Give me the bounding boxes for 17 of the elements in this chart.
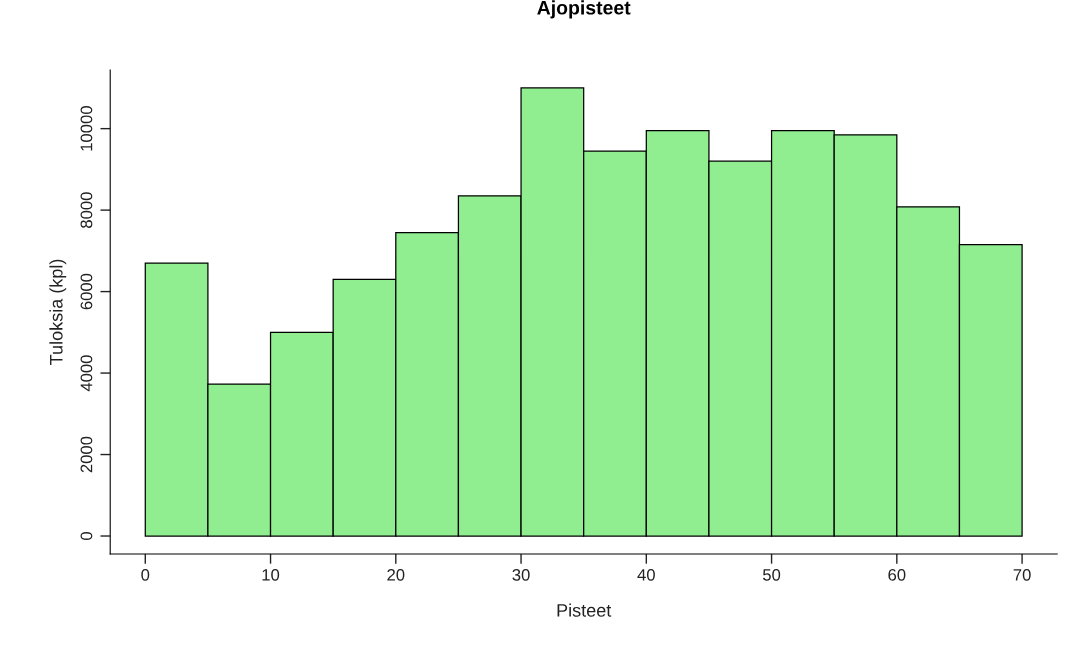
x-axis-title: Pisteet <box>557 603 612 617</box>
x-tick-label: 20 <box>387 568 405 581</box>
y-tick-label: 2000 <box>80 436 93 473</box>
y-tick-label: 0 <box>80 532 93 540</box>
chart-title: Ajopisteet <box>537 0 631 19</box>
x-tick-label: 40 <box>637 568 655 581</box>
x-tick-label: 30 <box>512 568 530 581</box>
x-tick-label: 60 <box>888 568 906 581</box>
x-tick-label: 70 <box>1013 568 1031 581</box>
y-axis-title: Tuloksia (kpl) <box>49 259 67 365</box>
y-tick-label: 8000 <box>80 192 93 228</box>
y-tick-label: 10000 <box>80 106 93 151</box>
y-tick-label: 6000 <box>80 273 93 310</box>
y-tick-label: 4000 <box>80 355 93 392</box>
x-tick-label: 10 <box>262 568 280 581</box>
x-tick-label: 0 <box>141 568 150 581</box>
x-tick-label: 50 <box>762 568 781 581</box>
